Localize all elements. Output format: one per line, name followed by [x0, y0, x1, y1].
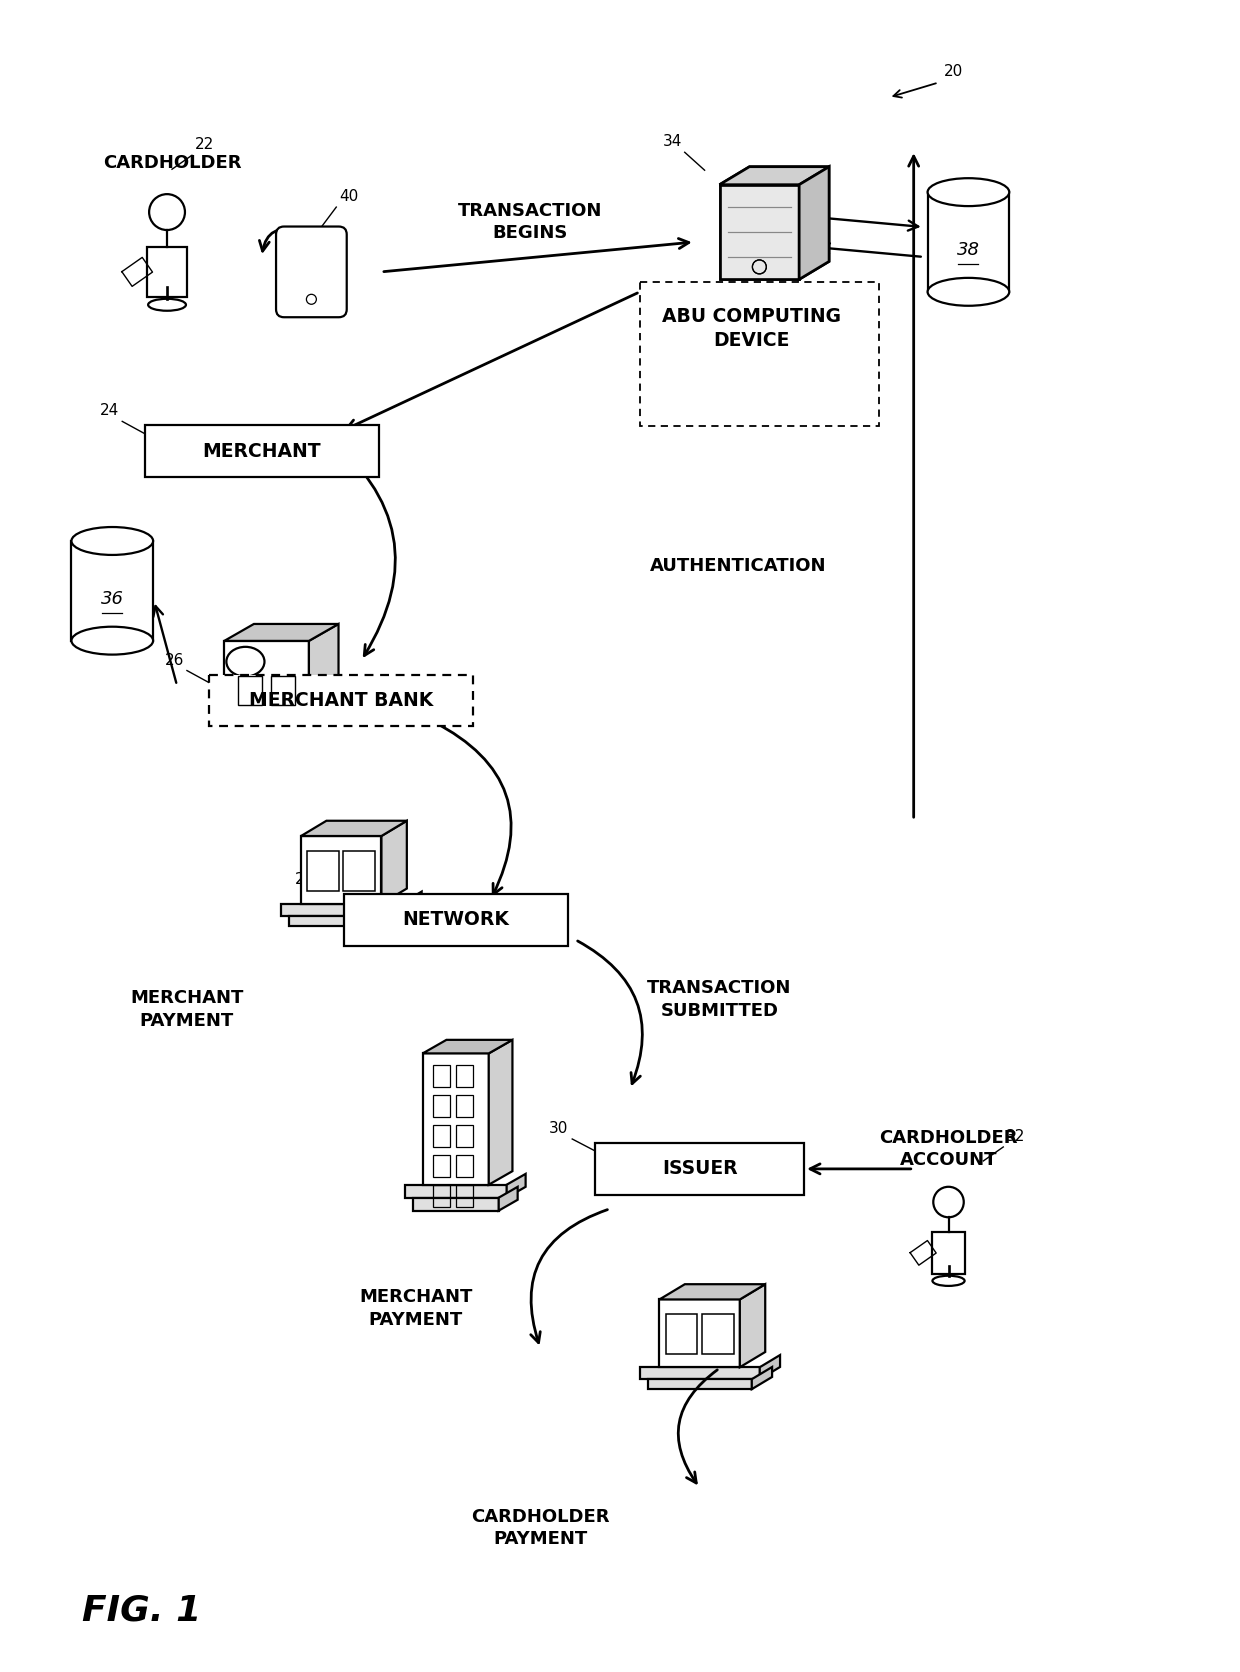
Text: AUTHENTICATION: AUTHENTICATION [650, 557, 826, 575]
Polygon shape [489, 1040, 512, 1185]
Polygon shape [224, 624, 339, 640]
Text: 40: 40 [340, 189, 358, 204]
Bar [413, 1197, 498, 1211]
Text: TRANSACTION
BEGINS: TRANSACTION BEGINS [459, 202, 603, 242]
Ellipse shape [227, 647, 264, 677]
Bar [270, 675, 295, 706]
Polygon shape [751, 1368, 773, 1389]
Polygon shape [393, 903, 414, 926]
Text: MERCHANT
PAYMENT: MERCHANT PAYMENT [130, 990, 243, 1030]
Polygon shape [800, 167, 830, 279]
FancyBboxPatch shape [277, 226, 347, 318]
Polygon shape [215, 691, 348, 709]
Bar [456, 1095, 472, 1117]
Bar [404, 1185, 507, 1197]
Bar [640, 283, 879, 426]
Bar [238, 675, 263, 706]
Text: 34: 34 [662, 134, 682, 149]
Text: 28: 28 [295, 871, 315, 886]
Text: 30: 30 [549, 1120, 568, 1135]
Text: CARDHOLDER: CARDHOLDER [103, 154, 242, 172]
Text: TRANSACTION
SUBMITTED: TRANSACTION SUBMITTED [647, 980, 791, 1020]
Bar [647, 1379, 751, 1389]
Polygon shape [760, 1354, 780, 1379]
Text: MERCHANT
PAYMENT: MERCHANT PAYMENT [360, 1289, 472, 1329]
Bar [433, 1065, 450, 1087]
Ellipse shape [928, 278, 1009, 306]
Bar [666, 1314, 697, 1354]
Polygon shape [423, 1040, 512, 1053]
Text: CARDHOLDER
ACCOUNT: CARDHOLDER ACCOUNT [879, 1129, 1018, 1169]
Bar [210, 674, 474, 726]
Polygon shape [498, 1187, 517, 1211]
Bar [224, 640, 309, 701]
Bar [433, 1185, 450, 1207]
Polygon shape [382, 821, 407, 905]
Text: 20: 20 [944, 64, 962, 79]
Bar [343, 895, 568, 946]
Bar [456, 1065, 472, 1087]
Bar [72, 542, 153, 640]
Text: MERCHANT BANK: MERCHANT BANK [249, 691, 433, 711]
Bar [640, 1368, 760, 1379]
Text: 24: 24 [100, 403, 119, 418]
Bar [343, 851, 376, 891]
Bar [433, 1095, 450, 1117]
Bar [660, 1299, 740, 1368]
Bar [928, 192, 1009, 293]
Ellipse shape [72, 627, 153, 655]
Bar [145, 425, 378, 477]
Polygon shape [660, 1284, 765, 1299]
Polygon shape [309, 624, 339, 701]
Bar [719, 184, 800, 279]
Bar [456, 1155, 472, 1177]
Ellipse shape [928, 179, 1009, 206]
Ellipse shape [72, 527, 153, 555]
Bar [456, 1185, 472, 1207]
Bar [148, 247, 187, 298]
Polygon shape [800, 167, 830, 279]
Polygon shape [740, 1284, 765, 1368]
Polygon shape [719, 167, 830, 184]
Bar [702, 1314, 734, 1354]
Text: MERCHANT: MERCHANT [202, 441, 321, 461]
Bar [719, 184, 800, 279]
Text: ABU COMPUTING
DEVICE: ABU COMPUTING DEVICE [662, 306, 841, 349]
Bar [456, 1125, 472, 1147]
Bar [433, 1125, 450, 1147]
Bar [433, 1155, 450, 1177]
Bar [281, 905, 402, 916]
Text: ISSUER: ISSUER [662, 1159, 738, 1179]
Polygon shape [402, 891, 422, 916]
Bar [595, 1144, 805, 1195]
Text: NETWORK: NETWORK [402, 910, 510, 930]
Polygon shape [301, 821, 407, 836]
Polygon shape [507, 1174, 526, 1197]
Bar [931, 1232, 966, 1274]
Bar [289, 916, 393, 926]
Text: CARDHOLDER
PAYMENT: CARDHOLDER PAYMENT [471, 1508, 610, 1548]
Bar [308, 851, 339, 891]
Text: 36: 36 [100, 590, 124, 609]
Bar [301, 836, 382, 905]
Text: 26: 26 [165, 652, 184, 667]
Text: FIG. 1: FIG. 1 [82, 1593, 202, 1627]
Text: 38: 38 [957, 241, 980, 259]
Text: 22: 22 [195, 137, 215, 152]
Text: 32: 32 [1007, 1129, 1025, 1144]
Polygon shape [719, 167, 830, 184]
Bar [423, 1053, 489, 1185]
